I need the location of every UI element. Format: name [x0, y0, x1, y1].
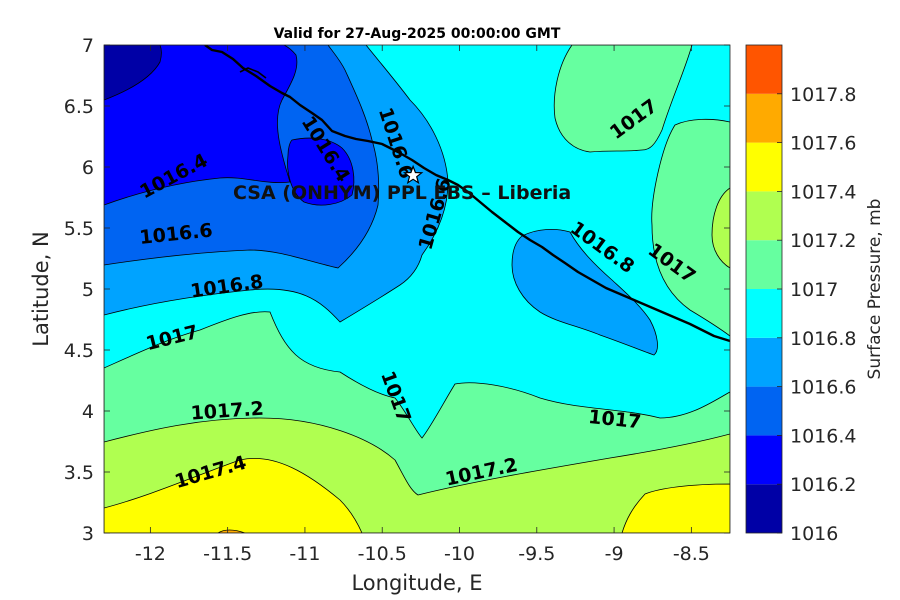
x-tick-label: -11	[289, 543, 320, 565]
colorbar-segment	[746, 289, 782, 338]
y-tick-label: 5	[82, 279, 94, 301]
x-tick-label: -9	[605, 543, 624, 565]
field-1017-4-south	[104, 458, 363, 533]
field-1017-4-southeast	[621, 483, 730, 533]
map-plot-area: 1016.41016.61016.810171017.21017.41016.4…	[104, 45, 730, 533]
field-1016-0-west	[104, 45, 162, 101]
site-marker	[402, 164, 424, 185]
site-label: CSA (ONHYM) PPL EBS – Liberia	[233, 182, 571, 204]
x-tick-label: -12	[135, 543, 166, 565]
x-tick-label: -10	[444, 543, 475, 565]
x-tick-label: -10.5	[358, 543, 407, 565]
star-icon	[402, 164, 424, 185]
colorbar-tick-label: 1016.2	[790, 474, 856, 496]
colorbar-label: Surface Pressure, mb	[865, 199, 885, 380]
colorbar-tick-label: 1016.4	[790, 425, 856, 447]
y-axis: 3 3.5 4 4.5 5 5.5 6 6.5 7	[64, 35, 730, 545]
y-tick-label: 3	[82, 523, 94, 545]
colorbar-tick-label: 1016	[790, 523, 838, 545]
coastline-inlet	[239, 67, 267, 79]
colorbar-tick-label: 1017.4	[790, 181, 856, 203]
y-tick-label: 5.5	[64, 218, 94, 240]
colorbar-segment	[746, 142, 782, 192]
colorbar-tick-label: 1017.2	[790, 230, 856, 252]
colorbar-tick-label: 1017	[790, 279, 838, 301]
y-axis-label: Latitude, N	[29, 231, 53, 347]
field-1017-east	[651, 118, 730, 337]
field-1017-northeast	[553, 45, 693, 153]
y-tick-label: 4	[82, 401, 94, 423]
colorbar-segment	[746, 435, 782, 485]
colorbar-segment	[746, 240, 782, 289]
contour-label: 1017.2	[190, 398, 265, 425]
field-1017-2-east	[711, 187, 730, 269]
map-title: Valid for 27-Aug-2025 00:00:00 GMT	[274, 26, 561, 42]
field-1016-2-west	[104, 45, 298, 206]
y-tick-label: 4.5	[64, 340, 94, 362]
colorbar-tick-label: 1016.6	[790, 377, 856, 399]
colorbar: 1016 1016.2 1016.4 1016.6 1016.8 1017 1017.2 10…	[745, 44, 856, 545]
colorbar-segment	[746, 45, 782, 94]
contour-label: 1017	[587, 406, 642, 433]
x-axis-label: Longitude, E	[351, 571, 482, 595]
colorbar-segment	[746, 337, 782, 387]
colorbar-segment	[746, 191, 782, 241]
colorbar-tick-label: 1017.8	[790, 84, 856, 106]
y-tick-label: 3.5	[64, 462, 94, 484]
y-tick-label: 6.5	[64, 96, 94, 118]
colorbar-segment	[746, 386, 782, 436]
x-tick-label: -11.5	[203, 543, 252, 565]
x-axis: -12 -11.5 -11 -10.5 -10 -9.5 -9 -8.5	[135, 45, 710, 565]
x-tick-label: -9.5	[518, 543, 555, 565]
coastline	[204, 45, 730, 343]
field-1016-2-island	[287, 137, 355, 206]
colorbar-segment	[746, 93, 782, 143]
x-tick-label: -8.5	[673, 543, 710, 565]
colorbar-tick-label: 1017.6	[790, 133, 856, 155]
colorbar-tick-label: 1016.8	[790, 328, 856, 350]
y-tick-label: 6	[82, 157, 94, 179]
field-1016-6-cell	[511, 228, 658, 356]
colorbar-segment	[746, 484, 782, 533]
y-tick-label: 7	[82, 35, 94, 57]
